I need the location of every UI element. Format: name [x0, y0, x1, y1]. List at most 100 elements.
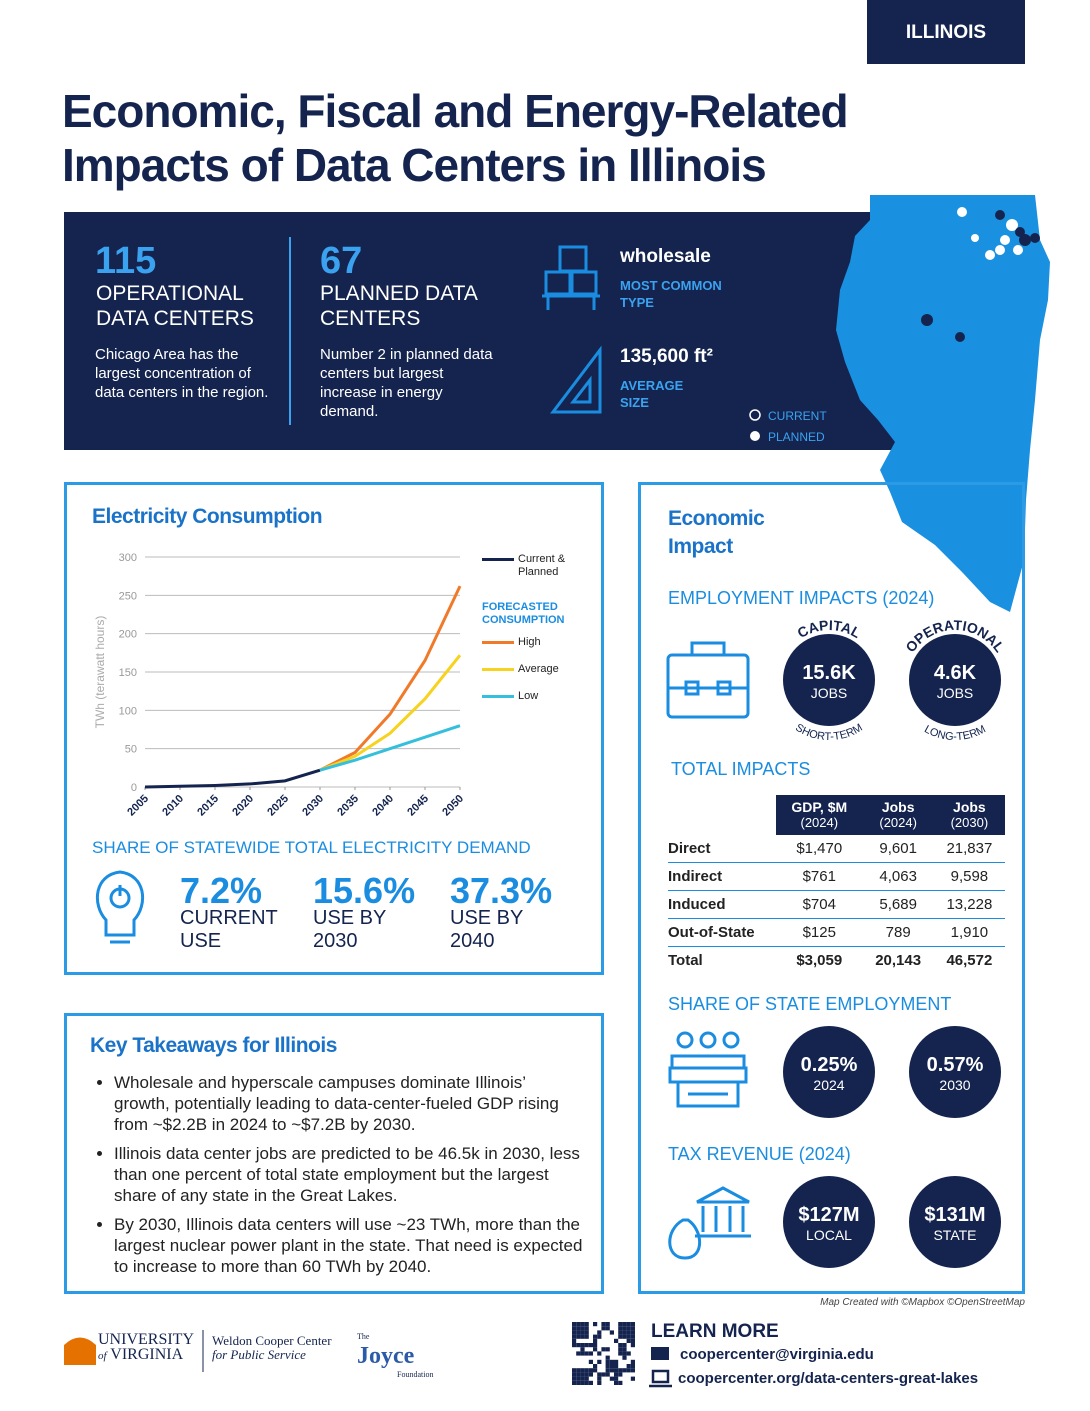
qr-module	[622, 1351, 627, 1356]
qr-module	[601, 1322, 606, 1327]
qr-module	[597, 1372, 602, 1377]
share-value: 15.6%	[313, 870, 416, 911]
stat-unit: STATE	[933, 1227, 976, 1243]
icon-triangle	[549, 345, 602, 414]
legend-item: Average	[482, 663, 582, 676]
table-header-cell: Jobs (2024)	[862, 795, 934, 835]
icon-boxes	[542, 245, 600, 310]
y-tick-label: 100	[119, 705, 137, 717]
qr-module	[597, 1330, 602, 1335]
qr-module	[630, 1338, 635, 1343]
share-label: CURRENT USE	[180, 907, 278, 952]
qr-module	[614, 1368, 619, 1373]
table-row: Direct $1,470 9,601 21,837	[668, 835, 1005, 863]
logo-text: Foundation	[397, 1370, 434, 1379]
planned-note: Number 2 in planned data centers but lar…	[320, 346, 493, 420]
qr-module	[618, 1334, 623, 1339]
qr-module	[576, 1330, 581, 1335]
stat-circle	[783, 1026, 875, 1118]
qr-module	[584, 1376, 589, 1381]
qr-module	[609, 1368, 614, 1373]
qr-module	[614, 1364, 619, 1369]
planned-count: 67	[320, 240, 363, 282]
qr-module	[626, 1364, 631, 1369]
qr-module	[572, 1376, 577, 1381]
stat-value: 0.57%	[927, 1054, 984, 1076]
qr-module	[597, 1359, 602, 1364]
table-cell: $1,470	[776, 835, 863, 863]
header-text: (2030)	[950, 815, 989, 830]
qr-module	[605, 1355, 610, 1360]
logo-text: Weldon Cooper Center	[212, 1333, 332, 1348]
table-row: Indirect $761 4,063 9,598	[668, 862, 1005, 891]
electricity-box	[64, 482, 604, 975]
qr-module	[580, 1334, 585, 1339]
map-dot	[985, 250, 995, 260]
y-tick-label: 150	[119, 667, 137, 679]
share-value: 7.2%	[180, 870, 263, 911]
url-link[interactable]: coopercenter.org/data-centers-great-lake…	[678, 1370, 979, 1387]
legend-group-title: FORECASTED CONSUMPTION	[482, 601, 565, 626]
map-dot	[1000, 235, 1010, 245]
qr-module	[605, 1359, 610, 1364]
qr-module	[601, 1347, 606, 1352]
table-cell: 9,601	[862, 835, 934, 863]
qr-code	[572, 1322, 635, 1385]
table-header-cell: GDP, $M (2024)	[776, 795, 863, 835]
qr-module	[618, 1372, 623, 1377]
y-tick-label: 250	[119, 590, 137, 602]
qr-module	[622, 1355, 627, 1360]
qr-module	[584, 1330, 589, 1335]
planned-label: PLANNED DATA CENTERS	[320, 282, 477, 330]
qr-module	[593, 1364, 598, 1369]
qr-module	[584, 1351, 589, 1356]
weldon-logo: Weldon Cooper Center for Public Service	[212, 1334, 332, 1362]
qr-module	[576, 1343, 581, 1348]
qr-module	[614, 1376, 619, 1381]
y-tick-label: 0	[131, 782, 137, 794]
qr-module	[618, 1380, 623, 1385]
qr-module	[622, 1322, 627, 1327]
uva-logo-mark	[64, 1337, 96, 1365]
qr-module	[630, 1322, 635, 1327]
legend-label: High	[518, 636, 541, 648]
share-employment-title: SHARE OF STATE EMPLOYMENT	[668, 994, 952, 1014]
qr-module	[601, 1372, 606, 1377]
logo-text: for Public Service	[212, 1347, 306, 1362]
qr-module	[580, 1330, 585, 1335]
qr-module	[572, 1343, 577, 1348]
takeaway: Wholesale and hyperscale campuses domina…	[114, 1072, 584, 1135]
qr-module	[593, 1334, 598, 1339]
takeaway: By 2030, Illinois data centers will use …	[114, 1214, 584, 1277]
stat-value: 15.6K	[802, 662, 856, 684]
qr-module	[597, 1380, 602, 1385]
legend-planned	[750, 431, 760, 441]
qr-module	[580, 1343, 585, 1348]
stat-value: 0.25%	[801, 1054, 858, 1076]
qr-module	[605, 1364, 610, 1369]
qr-module	[572, 1338, 577, 1343]
takeaways-list: Wholesale and hyperscale campuses domina…	[90, 1072, 584, 1285]
qr-module	[588, 1380, 593, 1385]
email-link[interactable]: coopercenter@virginia.edu	[680, 1346, 874, 1363]
uva-logo: UNIVERSITY of VIRGINIA	[98, 1332, 194, 1364]
map-dots	[921, 207, 1040, 342]
qr-module	[572, 1330, 577, 1335]
header-text: Jobs	[881, 799, 915, 815]
stat-circle	[783, 634, 875, 726]
legend-label: Current & Planned	[518, 553, 566, 578]
qr-module	[626, 1326, 631, 1331]
qr-module	[605, 1326, 610, 1331]
logo-text: Joyce	[357, 1343, 415, 1369]
total-title: TOTAL IMPACTS	[671, 759, 811, 779]
map-dot	[1015, 227, 1025, 237]
share-label: USE BY 2040	[450, 907, 523, 952]
stat-value: 4.6K	[934, 662, 977, 684]
joyce-logo: The Joyce Foundation	[357, 1330, 433, 1382]
qr-module	[609, 1359, 614, 1364]
map-dot	[995, 245, 1005, 255]
qr-module	[580, 1376, 585, 1381]
qr-module	[609, 1364, 614, 1369]
qr-module	[614, 1338, 619, 1343]
